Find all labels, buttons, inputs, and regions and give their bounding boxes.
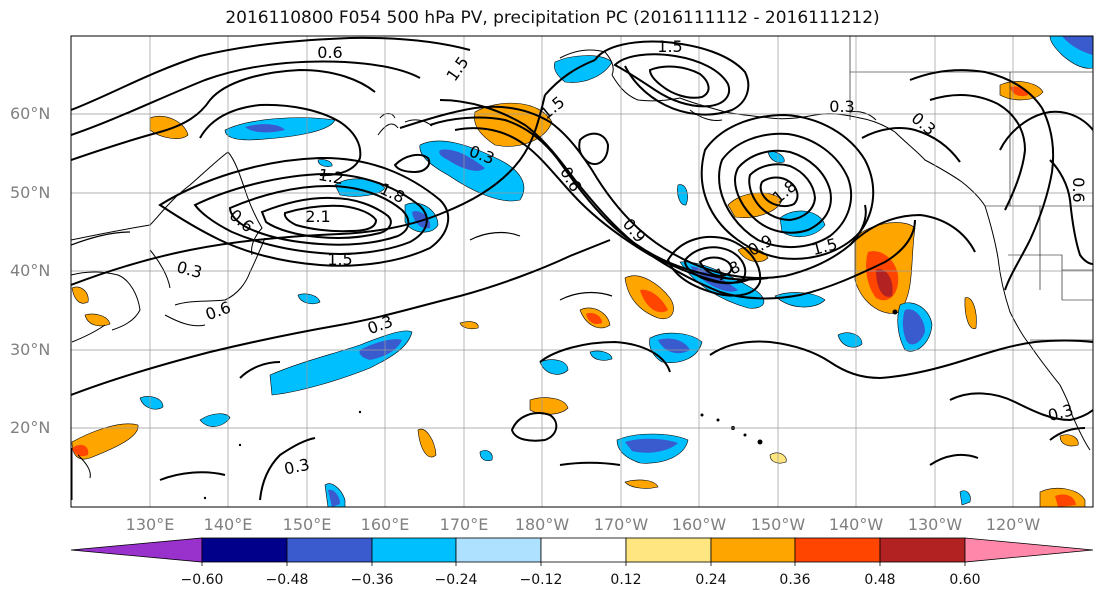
contour-label: 1.5 — [657, 37, 682, 56]
lon-label: 180°W — [514, 515, 570, 534]
colorbar-tick-label: 0.36 — [779, 572, 811, 588]
lon-label: 150°W — [750, 515, 806, 534]
colorbar-tick-label: 0.60 — [949, 572, 981, 588]
colorbar-bin — [710, 537, 796, 563]
colorbar-tick-label: −0.36 — [350, 572, 394, 588]
contour-label: 1.5 — [327, 250, 352, 269]
colorbar-bin — [371, 537, 457, 563]
pacific-islands — [203, 309, 898, 500]
colorbar-tick-label: −0.48 — [265, 572, 309, 588]
contour-label: 0.6 — [317, 43, 342, 62]
lat-label: 40°N — [10, 261, 51, 280]
map-area: 0.6 1.5 0.3 1.5 1.2 1.8 2.1 1.5 0.6 0.3 … — [71, 36, 1093, 507]
colorbar-bin — [455, 537, 542, 563]
colorbar-tick-label: −0.12 — [519, 572, 563, 588]
contour-label: 0.6 — [1069, 177, 1088, 202]
contour-label: 0.3 — [282, 455, 311, 479]
map-title: 2016110800 F054 500 hPa PV, precipitatio… — [225, 8, 880, 28]
lon-label: 130°W — [907, 515, 963, 534]
lat-label: 50°N — [10, 183, 51, 202]
colorbar-tick-label: 0.12 — [610, 572, 642, 588]
colorbar-tick-label: −0.60 — [180, 572, 224, 588]
lat-label: 60°N — [10, 104, 51, 123]
colorbar — [70, 537, 1094, 566]
contour-label: 1.2 — [317, 165, 345, 188]
graticule — [71, 36, 1093, 507]
lon-label: 160°W — [671, 515, 727, 534]
colorbar-extend-min — [70, 537, 203, 563]
contour-label: 2.1 — [305, 207, 330, 226]
map-frame — [70, 35, 1094, 508]
pv-contours-thin — [71, 231, 613, 301]
lon-label: 150°E — [282, 515, 332, 534]
lon-label: 160°E — [360, 515, 410, 534]
lon-label: 120°W — [985, 515, 1041, 534]
lon-label: 130°E — [125, 515, 175, 534]
coastlines — [71, 49, 1091, 500]
pv-contours — [71, 36, 1093, 501]
lon-label: 170°E — [439, 515, 489, 534]
colorbar-bin — [286, 537, 373, 563]
lat-label: 20°N — [10, 418, 51, 437]
political-borders — [849, 36, 1093, 341]
colorbar-bin — [794, 537, 881, 563]
colorbar-bin — [625, 537, 712, 563]
colorbar-tick-label: 0.48 — [864, 572, 896, 588]
colorbar-bin — [201, 537, 288, 563]
lon-label: 140°W — [828, 515, 884, 534]
colorbar-tick-label: −0.24 — [434, 572, 478, 588]
contour-label: 0.3 — [829, 97, 854, 116]
colorbar-bin — [879, 537, 966, 563]
colorbar-extend-max — [964, 537, 1094, 563]
lon-label: 170°W — [593, 515, 649, 534]
lon-label: 140°E — [203, 515, 253, 534]
colorbar-bin — [540, 537, 627, 563]
lat-label: 30°N — [10, 340, 51, 359]
colorbar-tick-label: 0.24 — [695, 572, 727, 588]
